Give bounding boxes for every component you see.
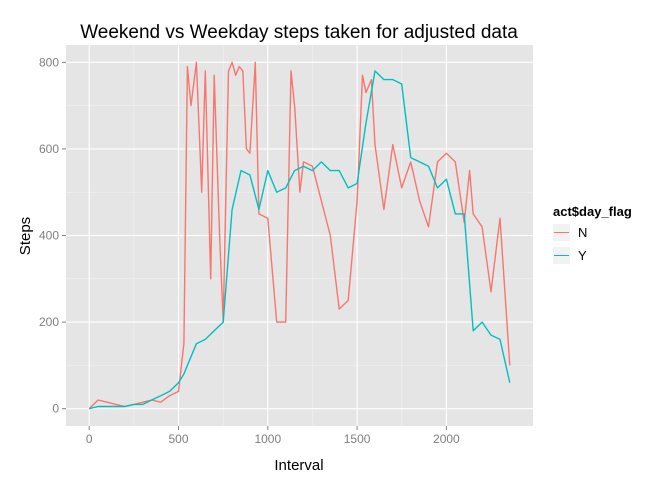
chart-title: Weekend vs Weekday steps taken for adjus… [80, 22, 518, 43]
legend-label-n: N [578, 225, 587, 240]
x-tick-label: 0 [86, 432, 93, 446]
x-tick-label: 1500 [344, 432, 371, 446]
legend-title: act$day_flag [553, 204, 632, 219]
y-axis-title: Steps [17, 217, 34, 255]
y-tick-label: 200 [39, 315, 59, 329]
y-tick-label: 600 [39, 142, 59, 156]
y-axis: 0 200 400 600 800 [39, 55, 66, 416]
plot-area [88, 61, 511, 410]
x-tick-label: 1000 [254, 432, 281, 446]
series-line-n [88, 61, 511, 410]
y-tick-label: 400 [39, 229, 59, 243]
grid-lines [66, 45, 533, 426]
y-tick-label: 800 [39, 55, 59, 69]
x-tick-label: 2000 [433, 432, 460, 446]
legend: act$day_flag N Y [553, 204, 632, 264]
x-axis: 0 500 1000 1500 2000 [86, 426, 460, 446]
x-tick-label: 500 [168, 432, 188, 446]
x-axis-title: Interval [274, 457, 323, 474]
series-line-y [89, 70, 511, 410]
legend-label-y: Y [578, 248, 587, 263]
y-tick-label: 0 [52, 402, 59, 416]
